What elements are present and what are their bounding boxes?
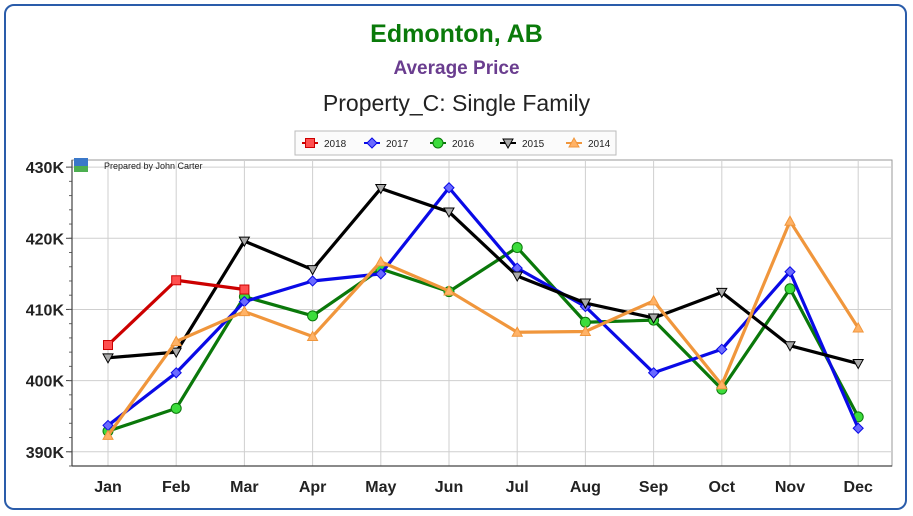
legend: 2018 2017 2016 2015 2014 [294, 130, 617, 156]
series-line-2015 [107, 186, 859, 366]
data-point-2015 [579, 298, 592, 310]
legend-item-2017: 2017 [364, 137, 409, 150]
series-line-2014 [106, 219, 860, 437]
data-point-2014 [170, 335, 183, 346]
data-point-2016 [784, 283, 796, 295]
data-point-2014 [102, 429, 114, 440]
credit-text: Prepared by John Carter [104, 161, 203, 171]
x-tick-label: Feb [162, 479, 191, 496]
data-point-2014 [306, 330, 319, 341]
legend-label: 2017 [386, 139, 409, 150]
legend-label: 2014 [588, 139, 611, 150]
data-point-2017 [647, 367, 660, 379]
x-tick-label: Oct [708, 479, 735, 496]
series-line-2017 [107, 186, 860, 429]
x-tick-label: Mar [230, 479, 258, 496]
data-point-2014 [443, 284, 455, 296]
data-point-2015 [306, 265, 319, 276]
data-point-2017 [306, 275, 319, 287]
data-point-2014 [852, 321, 865, 333]
y-tick-label: 400K [26, 374, 65, 391]
legend-item-2014: 2014 [566, 136, 611, 150]
data-point-2014 [374, 255, 387, 267]
data-point-2018 [239, 284, 250, 295]
chart-title-city: Edmonton, AB [370, 20, 543, 48]
legend-label: 2018 [324, 139, 347, 150]
data-point-2017 [784, 266, 796, 278]
legend-marker [305, 138, 315, 148]
data-point-2015 [784, 341, 796, 352]
data-point-2015 [443, 207, 455, 218]
legend-marker [366, 137, 378, 149]
data-point-2017 [170, 367, 182, 379]
series-2015 [102, 183, 865, 370]
x-tick-label: Jan [94, 479, 122, 496]
data-point-2017 [375, 268, 387, 280]
y-axis: 390K 400K 410K 420K 430K [26, 160, 73, 467]
data-point-2016 [511, 242, 523, 254]
legend-marker [502, 138, 514, 150]
legend-marker [432, 137, 444, 149]
data-point-2017 [716, 343, 728, 356]
data-point-2014 [511, 326, 524, 337]
data-point-2015 [170, 347, 183, 359]
legend-label: 2015 [522, 139, 545, 150]
data-point-2015 [374, 183, 387, 195]
legend-label: 2016 [452, 139, 475, 150]
data-point-2018 [103, 340, 113, 351]
x-tick-label: Dec [844, 479, 873, 496]
plot-area [71, 159, 893, 467]
y-tick-label: 410K [26, 302, 65, 319]
y-tick-label: 420K [26, 231, 65, 248]
data-point-2014 [647, 294, 660, 306]
series-2017 [102, 182, 864, 434]
data-point-2015 [647, 313, 660, 325]
data-point-2017 [852, 422, 864, 434]
x-tick-label: Jun [435, 479, 463, 496]
series-2014 [102, 215, 865, 440]
data-point-2015 [715, 287, 728, 299]
x-tick-label: Jul [506, 479, 529, 496]
legend-item-2016: 2016 [430, 137, 475, 150]
x-axis: Jan Feb Mar Apr May Jun Jul Aug Sep Oct Nov Dec [72, 465, 892, 496]
y-tick-label: 430K [26, 160, 65, 177]
x-tick-label: Sep [639, 479, 669, 496]
x-tick-label: May [365, 479, 396, 496]
data-point-2014 [784, 215, 796, 226]
x-tick-label: Apr [299, 479, 327, 496]
legend-box [294, 130, 617, 156]
data-point-2014 [238, 305, 251, 317]
legend-item-2018: 2018 [302, 138, 347, 150]
data-point-2015 [511, 271, 524, 283]
x-tick-label: Aug [570, 479, 601, 496]
data-point-2015 [852, 359, 865, 370]
chart-subtitle: Average Price [393, 58, 520, 79]
data-point-2015 [102, 353, 114, 364]
series-2018 [103, 275, 250, 351]
chart-logo-icon-ground [74, 166, 88, 172]
series-group [102, 182, 865, 440]
chart-title-property: Property_C: Single Family [322, 90, 591, 116]
x-tick-label: Nov [775, 479, 805, 496]
data-point-2014 [579, 325, 592, 337]
grid-lines [72, 160, 892, 466]
data-point-2018 [171, 275, 182, 286]
data-point-2016 [307, 310, 319, 322]
data-point-2016 [170, 402, 182, 414]
data-point-2014 [715, 378, 728, 390]
credit-box: Prepared by John Carter [74, 158, 203, 172]
data-point-2017 [443, 182, 455, 194]
legend-marker [568, 136, 580, 148]
legend-item-2015: 2015 [500, 138, 545, 150]
y-tick-label: 390K [26, 445, 65, 462]
data-point-2015 [238, 236, 251, 248]
